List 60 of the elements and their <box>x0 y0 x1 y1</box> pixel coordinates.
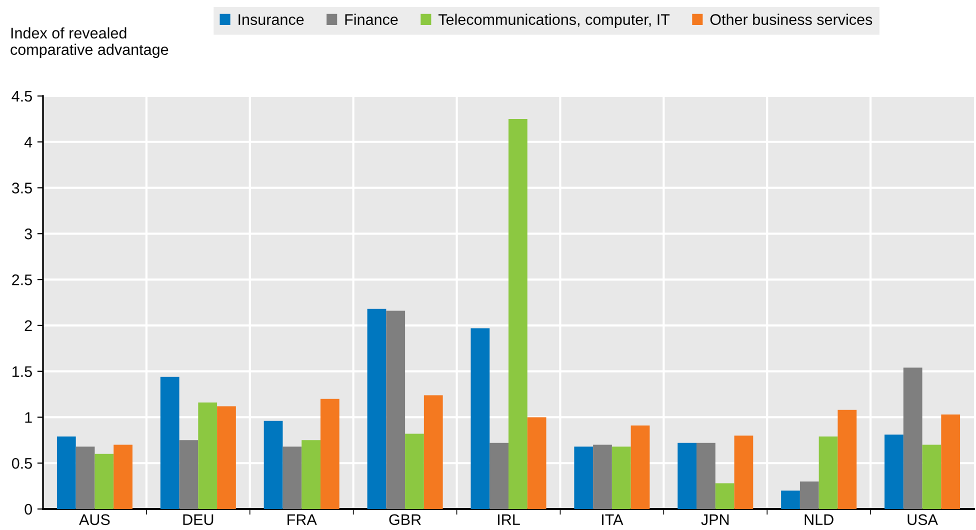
legend-label: Other business services <box>710 14 872 25</box>
bar <box>612 446 631 509</box>
bar <box>734 436 754 509</box>
legend-label: Insurance <box>238 14 304 25</box>
bar <box>160 376 180 509</box>
x-tick-label: FRA <box>288 514 317 525</box>
bar <box>217 406 236 509</box>
bar <box>678 442 697 509</box>
y-tick-label: 3 <box>24 228 32 240</box>
y-tick-label: 0 <box>24 504 32 515</box>
x-tick-label: IRL <box>498 514 520 525</box>
bar <box>941 414 960 509</box>
bar <box>179 440 198 509</box>
legend-label: Telecommunications, computer, IT <box>438 14 670 28</box>
x-tick-label: ITA <box>602 514 624 525</box>
bar <box>818 436 838 509</box>
bar <box>903 368 922 509</box>
bar <box>302 440 320 509</box>
y-tick-label: 1 <box>25 412 32 423</box>
x-tick-label: NLD <box>804 514 834 525</box>
bar <box>715 483 734 509</box>
bar <box>838 410 857 509</box>
bar <box>94 454 114 509</box>
y-tick-label: 3.5 <box>12 182 32 194</box>
x-tick-label: AUS <box>79 514 110 526</box>
bar <box>114 444 132 509</box>
bar <box>386 310 406 509</box>
x-tick-label: USA <box>908 514 938 526</box>
bar <box>282 446 302 509</box>
bar <box>56 436 76 509</box>
x-tick-label: GBR <box>389 514 421 526</box>
bar <box>367 308 386 509</box>
bar <box>922 444 942 509</box>
bar <box>508 118 528 509</box>
x-tick-label: JPN <box>701 514 729 526</box>
bar <box>696 442 716 509</box>
bar <box>884 434 904 509</box>
y-tick-label: 2 <box>24 320 32 331</box>
bar <box>527 417 546 509</box>
y-tick-label: 0.5 <box>12 458 32 469</box>
bar <box>593 444 612 509</box>
bar <box>574 446 594 509</box>
bar <box>76 446 95 509</box>
y-tick-label: 4.5 <box>12 91 32 102</box>
y-tick-label: 2.5 <box>12 274 32 286</box>
bar <box>424 395 443 509</box>
y-axis-title: Index of revealed comparative advantage <box>10 27 168 58</box>
bar <box>320 398 340 509</box>
bar <box>800 481 819 509</box>
bar <box>781 490 800 509</box>
bar <box>490 442 508 509</box>
bar <box>630 425 650 509</box>
bar <box>198 402 218 509</box>
x-tick-label: DEU <box>183 514 214 526</box>
y-tick-label: 4 <box>24 136 32 148</box>
bar <box>470 328 490 509</box>
bar <box>405 434 424 509</box>
bar <box>264 420 283 509</box>
y-tick-label: 1.5 <box>12 366 32 378</box>
legend-label: Finance <box>345 14 398 25</box>
